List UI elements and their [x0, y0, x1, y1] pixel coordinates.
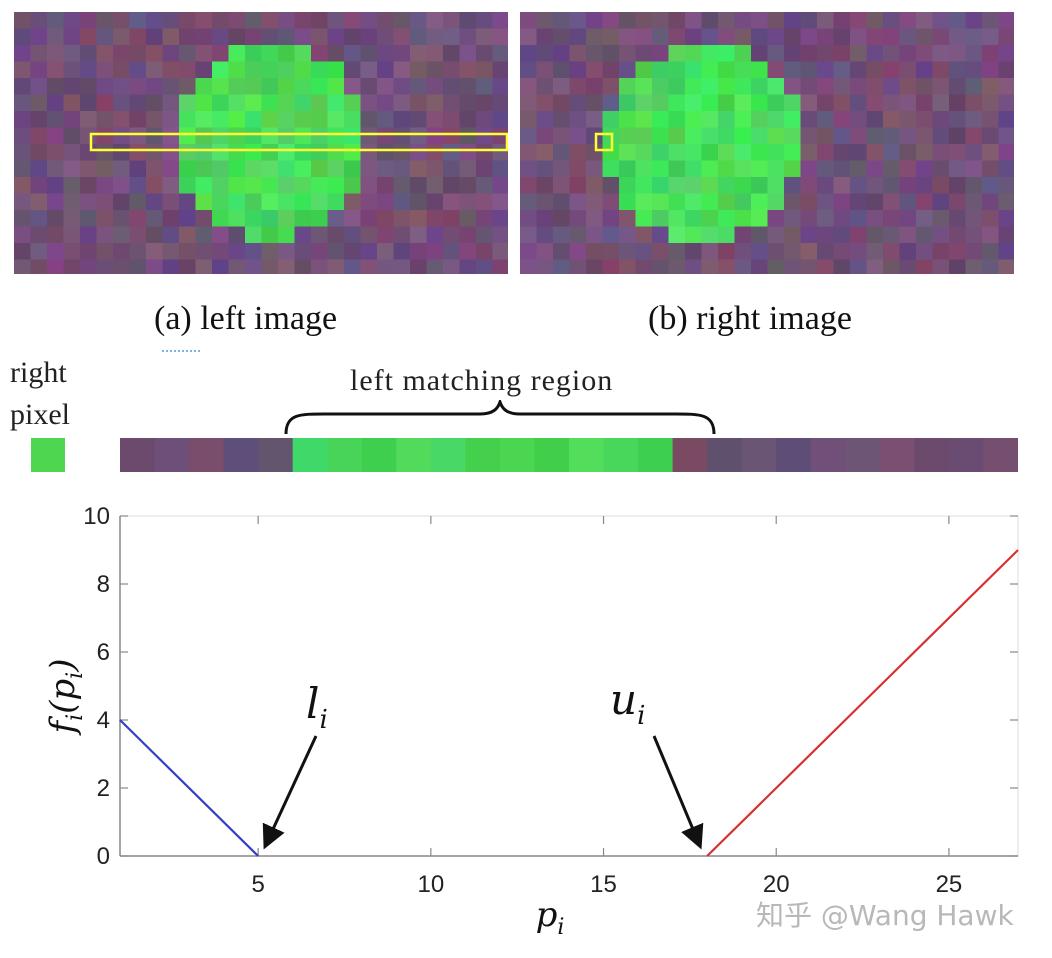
arrow-l-i: [262, 735, 318, 850]
left-image: [14, 12, 508, 274]
matching-region-brace: [284, 400, 716, 435]
strip-pixel: [154, 438, 190, 472]
cost-function-plot: 5 10 15 20 25 0 2 4 6 8 10 pi fi(pi) li ui: [43, 503, 1019, 940]
strip-pixel: [292, 438, 328, 472]
strip-pixel: [845, 438, 881, 472]
strip-pixel: [638, 438, 674, 472]
strip-pixel: [707, 438, 743, 472]
series-line-1: [119, 719, 259, 857]
annotation-u-i: ui: [610, 675, 645, 731]
caption-left-image: (a) left image: [154, 300, 338, 337]
y-tick-label: 0: [97, 843, 110, 870]
strip-pixel: [810, 438, 846, 472]
strip-pixel: [396, 438, 432, 472]
y-tick-label: 2: [97, 775, 110, 802]
strip-pixel: [258, 438, 294, 472]
strip-pixel: [983, 438, 1018, 472]
strip-pixel: [569, 438, 605, 472]
strip-pixel: [465, 438, 501, 472]
x-tick-label: 10: [417, 871, 444, 898]
y-tick-label: 4: [97, 707, 110, 734]
y-tick-label: 8: [97, 571, 110, 598]
strip-pixel: [361, 438, 397, 472]
strip-pixel: [741, 438, 777, 472]
right-pixel-label-line2: pixel: [10, 398, 70, 431]
y-tick-label: 10: [83, 503, 110, 530]
x-tick-label: 25: [936, 871, 963, 898]
matching-region-label: left matching region: [350, 364, 614, 397]
right-pixel-label-line1: right: [10, 356, 67, 389]
caption-right-image: (b) right image: [648, 300, 852, 337]
watermark: 知乎 @Wang Hawk: [756, 899, 1014, 932]
strip-pixel: [430, 438, 466, 472]
strip-pixel: [603, 438, 639, 472]
y-axis-label: fi(pi): [43, 659, 88, 737]
series-line-2: [706, 549, 1019, 857]
x-axis-label: pi: [536, 895, 565, 940]
strip-pixel: [223, 438, 259, 472]
pixel-strip: [120, 438, 1018, 472]
annotation-l-i: li: [306, 679, 328, 735]
strip-pixel: [499, 438, 535, 472]
arrow-u-i: [652, 735, 704, 850]
x-tick-label: 20: [763, 871, 790, 898]
strip-pixel: [914, 438, 950, 472]
right-image-canvas: [520, 12, 1014, 274]
strip-pixel: [879, 438, 915, 472]
strip-pixel: [189, 438, 225, 472]
yellow-highlight-box: [89, 132, 508, 152]
strip-pixel: [672, 438, 708, 472]
yellow-highlight-box: [594, 132, 614, 152]
right-pixel-swatch: [31, 438, 65, 472]
right-image: [520, 12, 1014, 274]
strip-pixel: [120, 438, 156, 472]
strip-pixel: [776, 438, 812, 472]
strip-pixel: [534, 438, 570, 472]
y-tick-label: 6: [97, 639, 110, 666]
spellcheck-underline: [162, 344, 200, 352]
x-tick-label: 15: [590, 871, 617, 898]
left-image-canvas: [14, 12, 508, 274]
x-tick-label: 5: [251, 871, 264, 898]
strip-pixel: [327, 438, 363, 472]
strip-pixel: [948, 438, 984, 472]
